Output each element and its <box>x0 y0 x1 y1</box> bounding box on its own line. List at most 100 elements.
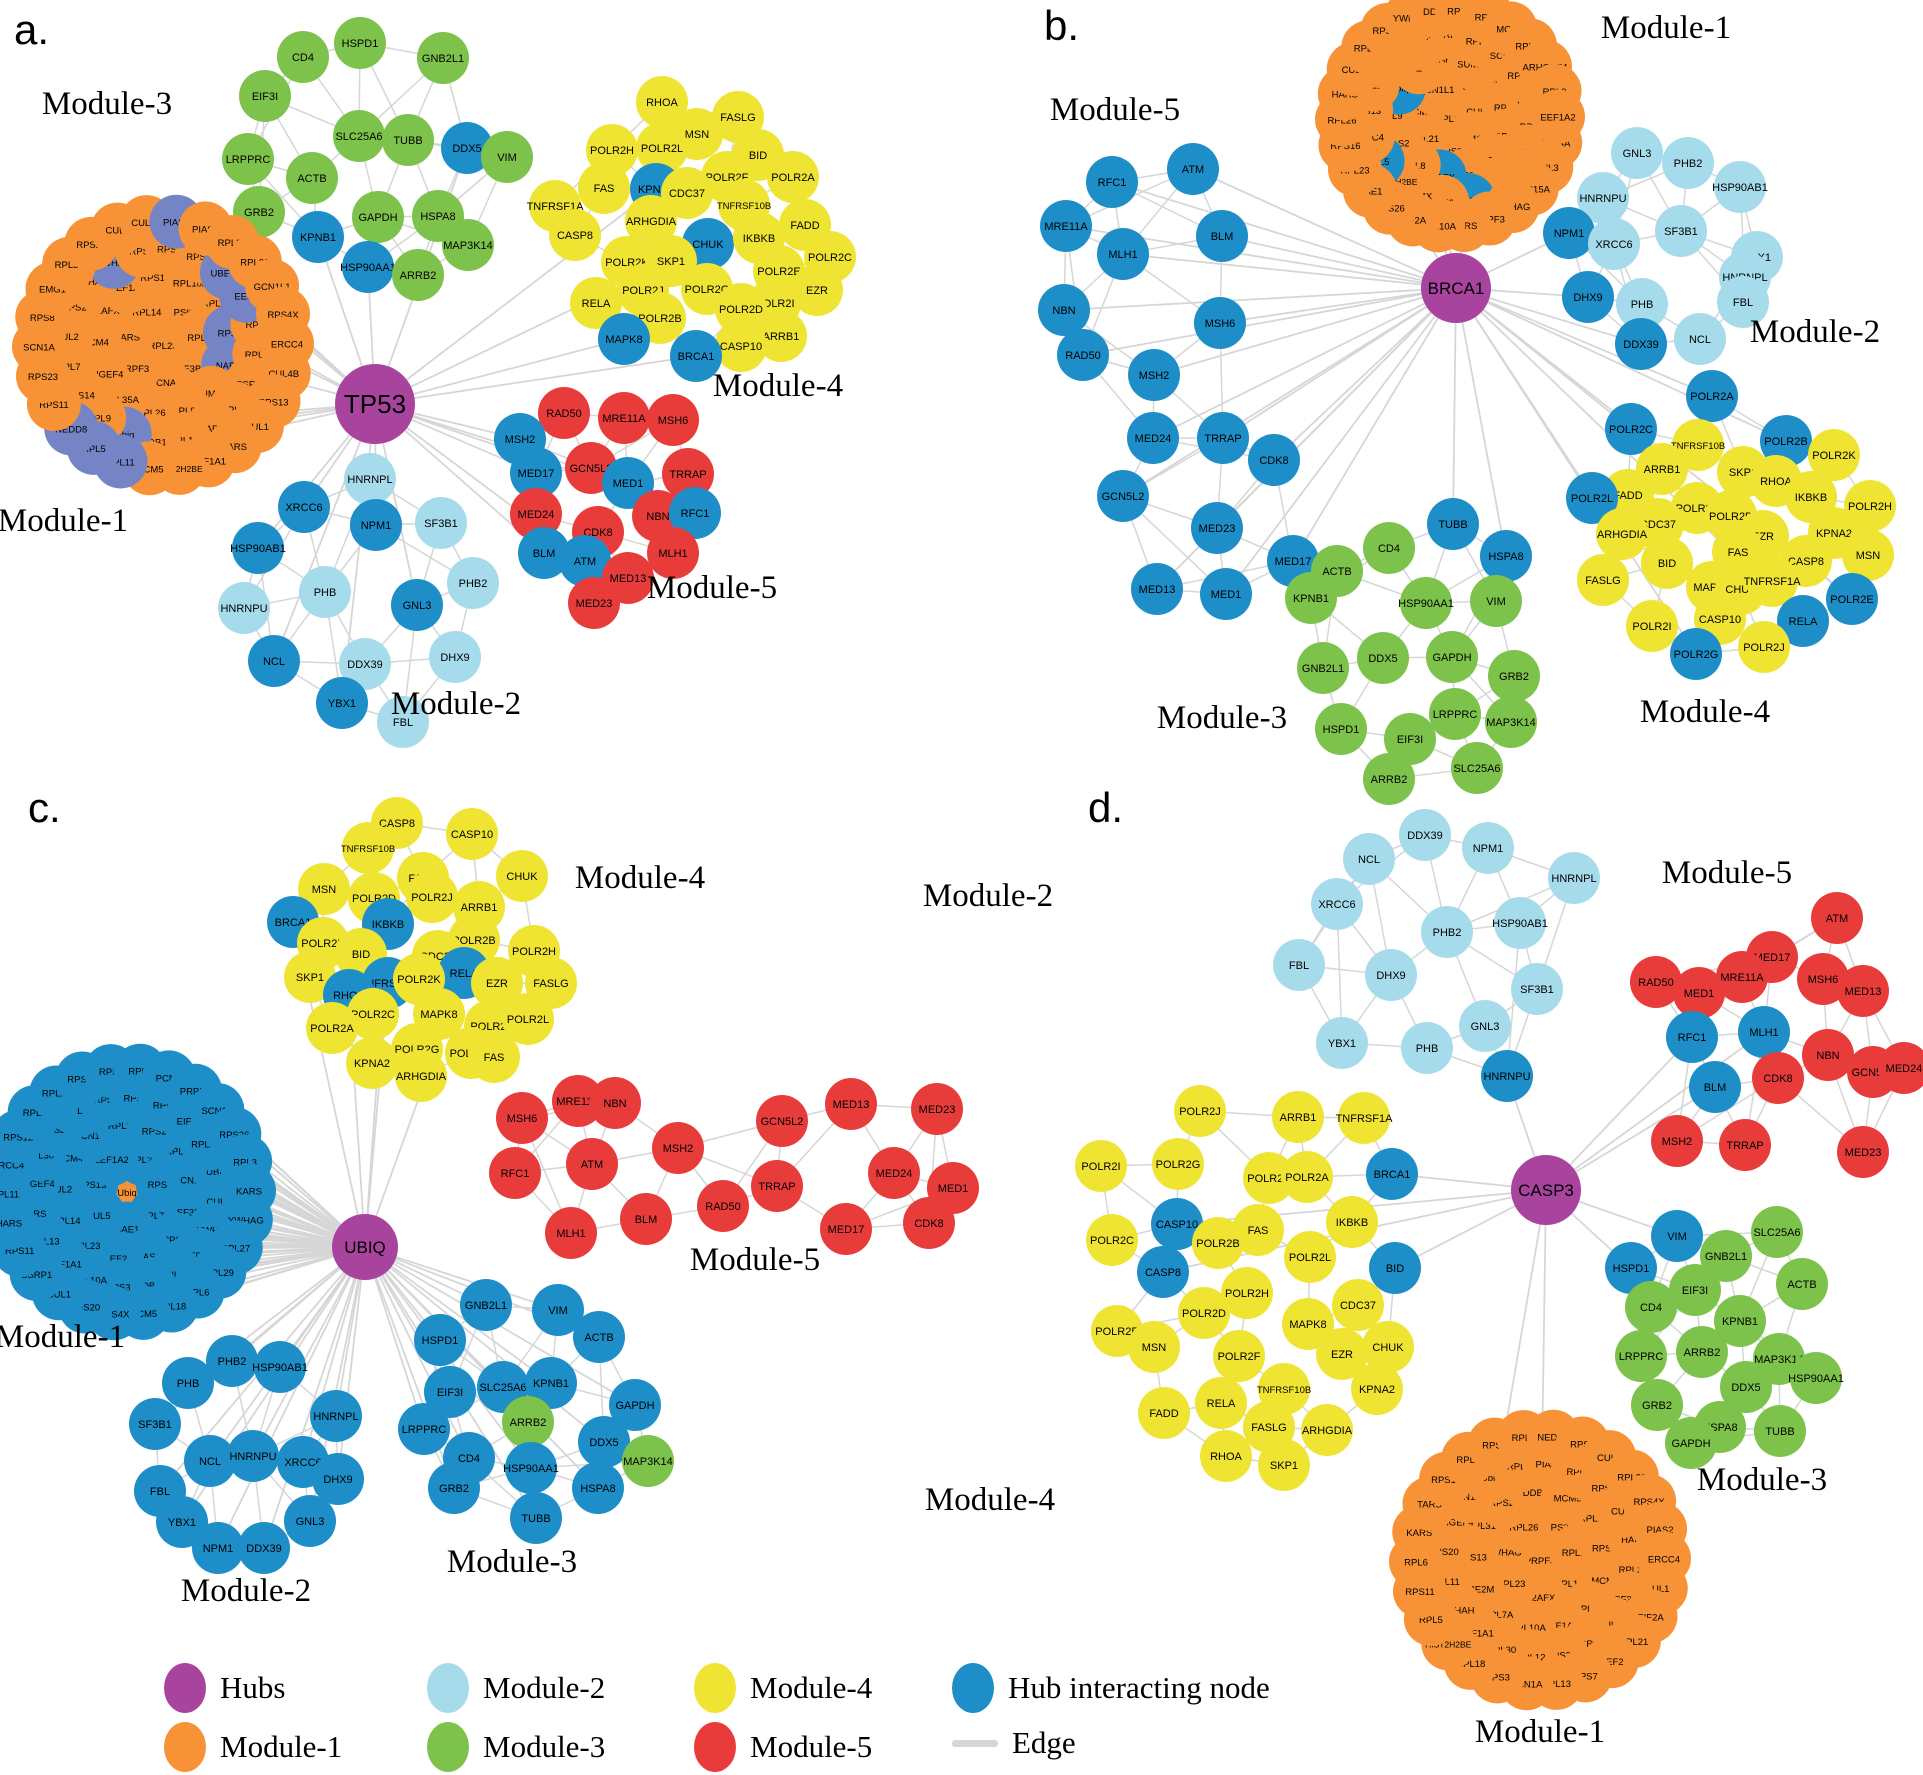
node-HSP90AB1 <box>1494 897 1546 949</box>
node-label: HSP90AA1 <box>503 1463 559 1475</box>
node-label: TRRAP <box>1204 433 1241 445</box>
node-PHB <box>1401 1022 1453 1074</box>
node-SF3B1 <box>415 497 467 549</box>
node-label: HNRNPL <box>313 1411 358 1423</box>
node-label: EEF2 <box>1600 1657 1624 1668</box>
node-label: RHOA <box>1760 476 1792 488</box>
node-label: CASP10 <box>451 829 493 841</box>
node-label: RPL31 <box>64 1106 93 1117</box>
node-BLM <box>1689 1061 1741 1113</box>
node-label: PIAS1 <box>163 218 190 229</box>
node-label: BLM <box>533 548 556 560</box>
node-label: RPL26 <box>137 408 166 419</box>
node-label: UBE2M <box>211 268 244 279</box>
node-label: RPS11 <box>5 1246 34 1257</box>
node-YBX1 <box>1316 1017 1368 1069</box>
node-label: GRB2 <box>1499 671 1529 683</box>
node-label: HSP90AB1 <box>230 543 286 555</box>
node-label: MSH2 <box>1139 370 1170 382</box>
node-label: EIF2A <box>177 1117 204 1128</box>
legend-label: Module-2 <box>483 1670 606 1705</box>
node-label: TNFRSF10B <box>717 201 771 212</box>
node-MED24 <box>510 488 562 540</box>
node-label: POLR2B <box>1764 436 1807 448</box>
node-label: HSP90AA1 <box>1398 598 1454 610</box>
node-label: POLR2C <box>1090 1235 1134 1247</box>
node-label: POLR2H <box>590 145 634 157</box>
node-label: FASLG <box>1585 575 1620 587</box>
node-NBN <box>589 1077 641 1129</box>
node-label: RPS4X <box>98 1309 130 1320</box>
node-label: POLR2E <box>757 266 800 278</box>
node-label: MSH6 <box>507 1113 538 1125</box>
node-label: KARS <box>199 424 225 435</box>
node-label: YWHAH <box>73 277 109 288</box>
node-label: HNRNPL <box>347 474 392 486</box>
node-RAD50 <box>1630 956 1682 1008</box>
node-MED17 <box>510 447 562 499</box>
node-label: EEF1A1 <box>46 1259 81 1270</box>
node-label: KPNA2 <box>1359 1384 1395 1396</box>
node-label: DDX5 <box>589 1437 618 1449</box>
module-label: Module-4 <box>925 1482 1055 1518</box>
node-label: RFC1 <box>501 1168 530 1180</box>
node-TRRAP <box>751 1160 803 1212</box>
node-label: PHB2 <box>459 578 488 590</box>
node-POLR2J <box>1174 1085 1226 1137</box>
node-label: ARHGEF4 <box>10 1179 55 1190</box>
node-label: ACTB <box>1322 566 1351 578</box>
node-label: GRB2 <box>439 1483 469 1495</box>
node-label: SLC25A6 <box>1453 763 1500 775</box>
node-label: MSN <box>685 129 710 141</box>
node-BLM <box>620 1193 672 1245</box>
node-label: MED17 <box>518 468 555 480</box>
node-label: DDX39 <box>1623 339 1658 351</box>
node-XRCC6 <box>1588 218 1640 270</box>
node-label: POLR2E <box>1095 1326 1138 1338</box>
hub-label: TP53 <box>344 389 406 419</box>
legend-label: Module-1 <box>220 1729 343 1764</box>
node-label: XRCC6 <box>285 502 322 514</box>
node-label: RPL26 <box>1327 115 1356 126</box>
node-label: RPL27 <box>1562 1548 1591 1559</box>
node-label: POLR2H <box>512 946 556 958</box>
node-label: POLR2K <box>397 974 441 986</box>
node-label: RPL21 <box>1619 1637 1648 1648</box>
node-label: SSRP1 <box>1574 1639 1605 1650</box>
node-label: POLR2D <box>719 304 763 316</box>
node-label: MED17 <box>828 1224 865 1236</box>
node-MED23 <box>911 1083 963 1135</box>
node-label: RPL24 <box>1579 1514 1608 1525</box>
node-label: HIST2H2BE <box>1425 1639 1472 1649</box>
node-GNL3 <box>1459 1000 1511 1052</box>
node-label: HSP90AB1 <box>1492 918 1548 930</box>
node-label: IKBKB <box>743 233 775 245</box>
node-label: MSH2 <box>505 434 536 446</box>
node-label: RPL13 <box>245 350 274 361</box>
node-MSH2 <box>1651 1115 1703 1167</box>
node-HNRNPL <box>344 453 396 505</box>
node-label: MCM4 <box>55 1154 83 1165</box>
node-label: IKBKB <box>1336 1217 1368 1229</box>
legend-label: Module-3 <box>483 1729 606 1764</box>
node-label: YBX1 <box>328 698 356 710</box>
edge <box>1122 253 1457 289</box>
module-label: Module-2 <box>181 1573 311 1609</box>
legend-item-module-3: Module-3 <box>427 1722 605 1772</box>
node-label: NEDD8 <box>55 424 87 435</box>
node-PHB <box>299 566 351 618</box>
node-label: RPL9 <box>128 1067 152 1078</box>
edge <box>252 1246 366 1457</box>
node-label: PRPF3 <box>180 1087 211 1098</box>
labels-layer: Module-3 Module-4 Module-2 Module-5 Module-1… <box>0 2 1880 1750</box>
node-label: DDX39 <box>347 659 382 671</box>
node-label: HARS <box>114 333 140 344</box>
node-label: CASP10 <box>1156 1219 1198 1231</box>
node-ATM <box>559 535 611 587</box>
node-TRRAP <box>1197 412 1249 464</box>
node-label: RPL9 <box>87 414 111 425</box>
node-label: RPL30 <box>25 1150 54 1161</box>
node-label: MED1 <box>1684 988 1715 1000</box>
node-label: NPM1 <box>1554 228 1585 240</box>
node-label: PIAS2 <box>192 225 219 236</box>
